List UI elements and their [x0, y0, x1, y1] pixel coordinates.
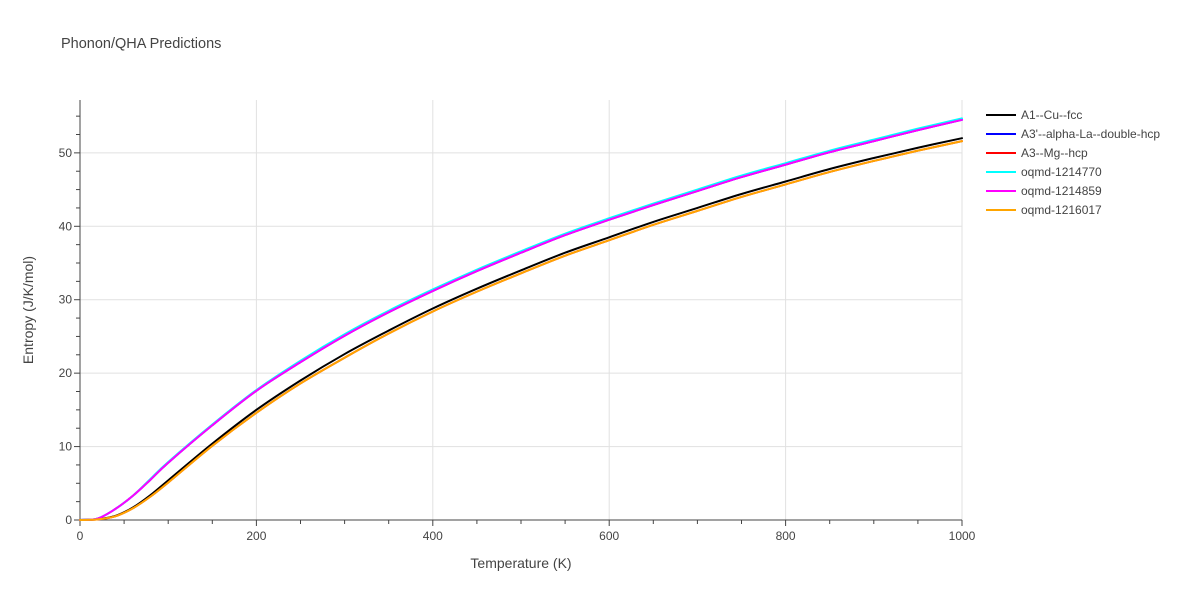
y-tick-label: 10: [59, 440, 73, 454]
legend-label: A3--Mg--hcp: [1021, 146, 1088, 160]
series-line-a1-cu-fcc: [79, 137, 963, 521]
x-axis-label: Temperature (K): [470, 555, 571, 571]
y-tick-label: 0: [65, 513, 72, 527]
series-lines: [79, 117, 963, 521]
legend-item-oqmd-1214859[interactable]: oqmd-1214859: [986, 184, 1102, 198]
y-tick-label: 20: [59, 366, 73, 380]
legend-label: A3'--alpha-La--double-hcp: [1021, 127, 1160, 141]
x-tick-label: 1000: [949, 529, 976, 543]
y-tick-label: 50: [59, 146, 73, 160]
legend-label: oqmd-1214770: [1021, 165, 1102, 179]
legend-item-a3-alpha-la-double-hcp[interactable]: A3'--alpha-La--double-hcp: [986, 127, 1160, 141]
x-tick-label: 600: [599, 529, 619, 543]
x-tick-label: 0: [77, 529, 84, 543]
x-ticks: 0 200 400 600 800 1000: [77, 529, 976, 543]
series-line-oqmd-1214859: [79, 118, 963, 521]
series-line-oqmd-1216017: [79, 140, 963, 521]
legend[interactable]: A1--Cu--fcc A3'--alpha-La--double-hcp A3--…: [986, 108, 1160, 217]
y-ticks: 0 10 20 30 40 50: [59, 146, 73, 527]
legend-label: A1--Cu--fcc: [1021, 108, 1082, 122]
series-line-a3-mg-hcp: [79, 140, 963, 521]
legend-item-a3-mg-hcp[interactable]: A3--Mg--hcp: [986, 146, 1088, 160]
legend-item-oqmd-1214770[interactable]: oqmd-1214770: [986, 165, 1102, 179]
x-tick-label: 800: [776, 529, 796, 543]
y-axis-label: Entropy (J/K/mol): [20, 256, 36, 364]
legend-item-a1-cu-fcc[interactable]: A1--Cu--fcc: [986, 108, 1082, 122]
legend-label: oqmd-1214859: [1021, 184, 1102, 198]
x-tick-label: 200: [246, 529, 266, 543]
chart-title: Phonon/QHA Predictions: [61, 36, 222, 52]
grid: [80, 100, 963, 520]
legend-label: oqmd-1216017: [1021, 203, 1102, 217]
y-tick-label: 30: [59, 293, 73, 307]
axes: [74, 100, 963, 526]
series-line-oqmd-1214770: [79, 117, 963, 521]
series-line-a3-alpha-la-double-hcp: [79, 118, 963, 521]
x-tick-label: 400: [423, 529, 443, 543]
legend-item-oqmd-1216017[interactable]: oqmd-1216017: [986, 203, 1102, 217]
y-tick-label: 40: [59, 219, 73, 233]
